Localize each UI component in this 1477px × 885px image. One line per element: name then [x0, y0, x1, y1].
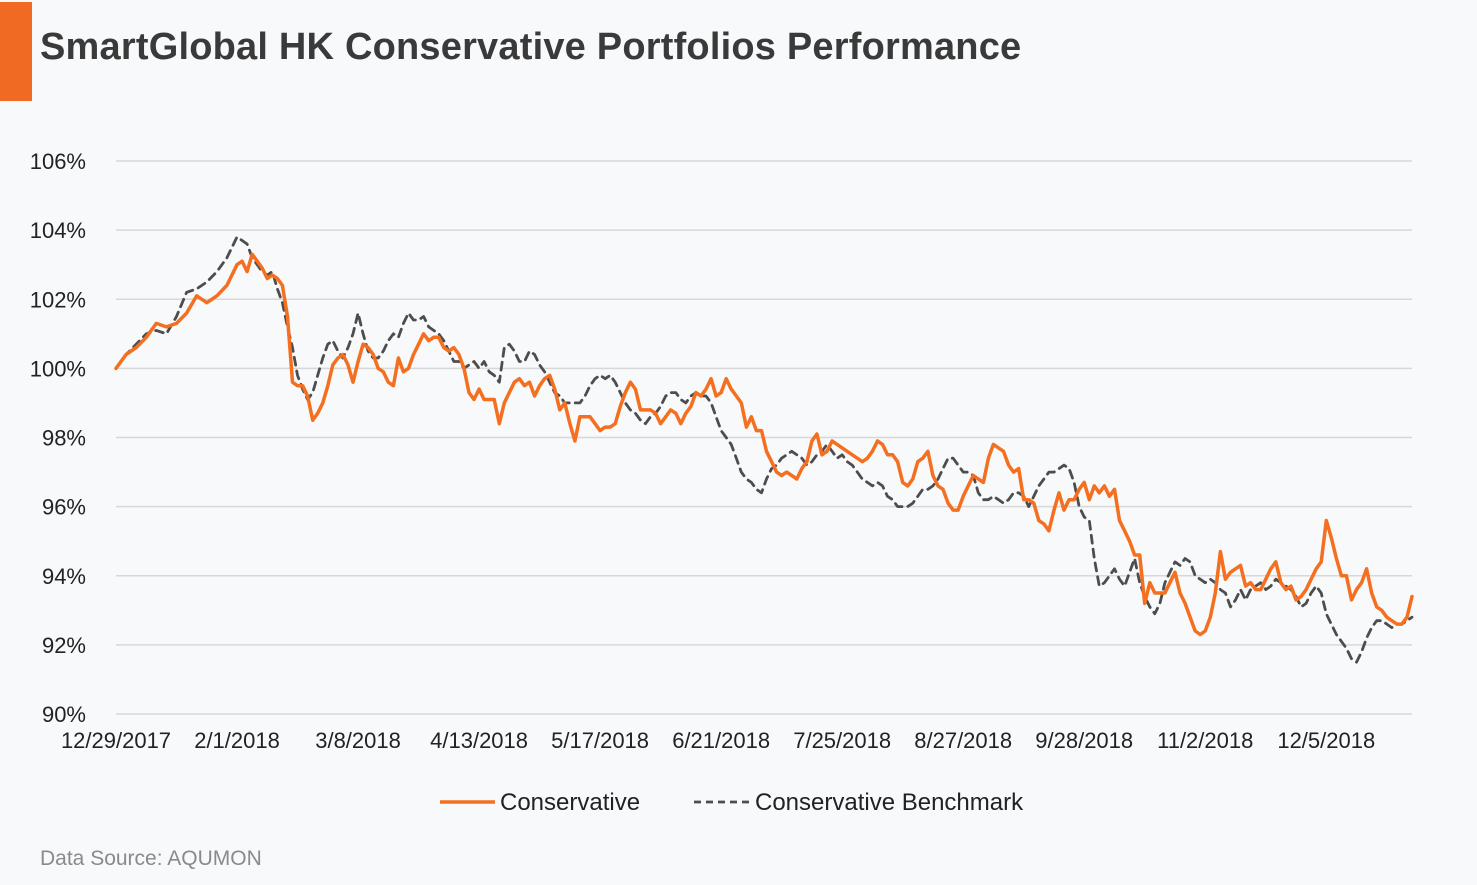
y-axis: 90% 92% 94% 96% 98% 100% 102% 104% 106%: [30, 149, 86, 727]
y-tick-label: 100%: [30, 356, 86, 381]
legend-item-conservative: Conservative: [500, 789, 640, 816]
y-tick-label: 92%: [42, 633, 86, 658]
data-source-note: Data Source: AQUMON: [40, 847, 262, 870]
x-tick-label: 9/28/2018: [1035, 728, 1133, 753]
x-tick-label: 8/27/2018: [914, 728, 1012, 753]
x-tick-label: 4/13/2018: [430, 728, 528, 753]
x-tick-label: 11/2/2018: [1157, 728, 1253, 753]
series-lines: [114, 235, 1414, 664]
y-tick-label: 106%: [30, 149, 86, 174]
legend: Conservative Conservative Benchmark: [440, 789, 1024, 816]
x-tick-label: 7/25/2018: [793, 728, 891, 753]
y-tick-label: 102%: [30, 287, 86, 312]
x-tick-label: 12/5/2018: [1277, 728, 1375, 753]
x-tick-label: 2/1/2018: [194, 728, 280, 753]
x-axis: 12/29/2017 2/1/2018 3/8/2018 4/13/2018 5/17/…: [61, 728, 1375, 753]
series-line-benchmark: [114, 235, 1414, 664]
legend-item-benchmark: Conservative Benchmark: [755, 789, 1024, 816]
x-tick-label: 12/29/2017: [61, 728, 171, 753]
x-tick-label: 3/8/2018: [315, 728, 401, 753]
chart-title: SmartGlobal HK Conservative Portfolios P…: [40, 26, 1022, 68]
x-tick-label: 5/17/2018: [551, 728, 649, 753]
y-tick-label: 96%: [42, 495, 86, 520]
y-tick-label: 104%: [30, 218, 86, 243]
x-tick-label: 6/21/2018: [672, 728, 770, 753]
y-tick-label: 94%: [42, 564, 86, 589]
title-accent-bar: [0, 2, 32, 101]
y-tick-label: 90%: [42, 702, 86, 727]
y-tick-label: 98%: [42, 426, 86, 451]
series-line-conservative: [114, 252, 1414, 637]
